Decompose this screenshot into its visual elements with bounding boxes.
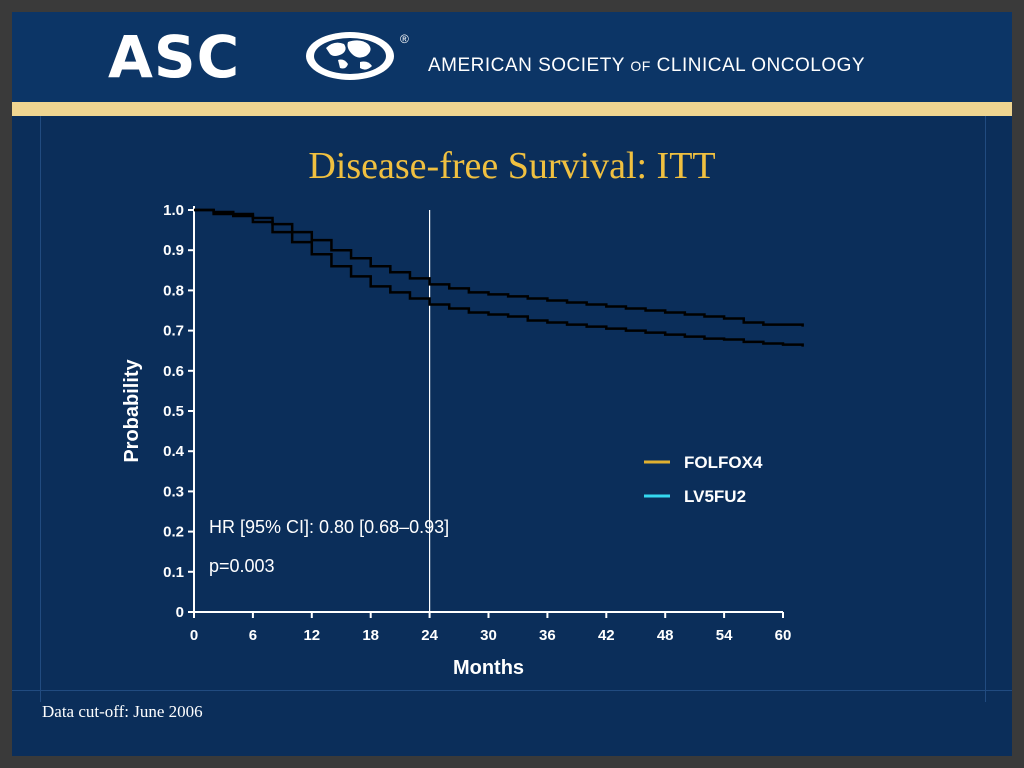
x-tick-label: 18 [362,627,379,644]
y-tick-label: 1.0 [163,202,184,219]
footnote: Data cut-off: June 2006 [42,702,203,721]
series-line-folfox4 [194,208,804,327]
legend-label-folfox4: FOLFOX4 [684,453,763,472]
chart-title: Disease-free Survival: ITT [308,145,716,187]
series-line-lv5fu2 [194,208,804,347]
slide: ASC ® AMERICAN SOCIETY OF CLINICAL ONCOL… [12,12,1012,756]
x-tick-label: 24 [421,627,438,644]
x-tick-label: 36 [539,627,556,644]
globe-icon [306,32,394,80]
society-name-of: OF [630,58,651,74]
y-tick-label: 0.9 [163,242,184,259]
x-tick-label: 42 [598,627,615,644]
asco-logo-text: ASC [108,23,241,91]
p-value-annotation: p=0.003 [209,556,275,576]
x-tick-label: 12 [303,627,320,644]
legend-label-lv5fu2: LV5FU2 [684,487,746,506]
x-tick-label: 54 [716,627,733,644]
x-tick-label: 0 [190,627,198,644]
content-area [40,116,986,702]
footer-divider [12,690,1012,691]
y-tick-label: 0.6 [163,363,184,380]
x-tick-label: 6 [249,627,257,644]
survival-chart: 0 0.1 0.2 0.3 0.4 0.5 0.6 0.7 0.8 0.9 1.0 0 6 12 18 24 3… [121,202,804,679]
x-axis-label: Months [453,657,524,679]
y-tick-label: 0.4 [163,443,185,460]
y-tick-label: 0.2 [163,524,184,541]
registered-mark: ® [400,32,409,46]
society-name: AMERICAN SOCIETY OF CLINICAL ONCOLOGY [428,55,865,77]
y-tick-label: 0.7 [163,323,184,340]
y-axis-label: Probability [121,358,143,462]
gold-band [12,102,1012,116]
header-bar: ASC ® AMERICAN SOCIETY OF CLINICAL ONCOL… [12,12,1012,102]
y-tick-label: 0.3 [163,483,184,500]
hazard-ratio-annotation: HR [95% CI]: 0.80 [0.68–0.93] [209,517,449,537]
y-tick-label: 0 [176,604,184,621]
y-tick-label: 0.1 [163,564,184,581]
x-tick-label: 48 [657,627,674,644]
society-name-part1: AMERICAN SOCIETY [428,55,625,76]
x-tick-label: 30 [480,627,497,644]
society-name-part2: CLINICAL ONCOLOGY [656,55,866,76]
y-tick-label: 0.8 [163,282,184,299]
y-tick-label: 0.5 [163,403,184,420]
x-tick-label: 60 [775,627,792,644]
